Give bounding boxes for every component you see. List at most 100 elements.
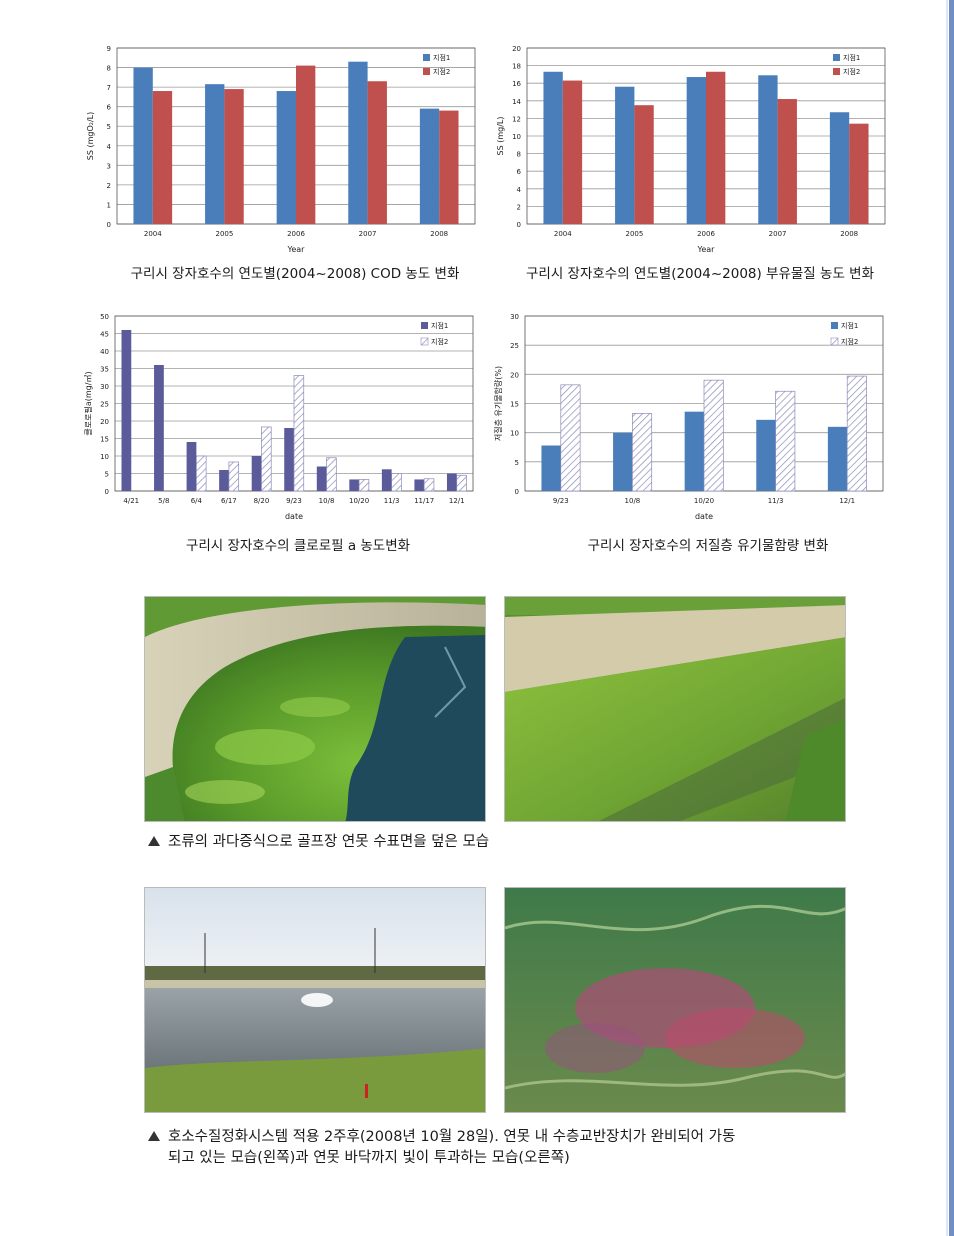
x-tick-label: 2007 [769, 230, 787, 238]
x-tick-label: 12/1 [449, 497, 465, 505]
y-tick-label: 20 [510, 371, 519, 379]
legend-swatch-지점2 [833, 68, 840, 75]
bar-지점2-10/20 [703, 379, 724, 492]
x-tick-label: 11/17 [414, 497, 434, 505]
ss-chart: 0 2 4 6 8 10 12 14 16 18 20 2004 2005 2006 2007 2008 Yea… [496, 45, 886, 254]
y-tick-label: 6 [107, 104, 112, 112]
bar-지점1-6/17 [219, 470, 229, 491]
y-axis-title: SS (mg/L) [496, 117, 505, 156]
x-tick-label: 2008 [840, 230, 858, 238]
bar-지점1-4/21 [121, 330, 132, 491]
y-tick-label: 5 [515, 459, 519, 467]
y-tick-label: 6 [517, 168, 522, 176]
photo-caption-algae-text: 조류의 과다증식으로 골프장 연못 수표면을 덮은 모습 [168, 834, 490, 850]
bar-지점2-2008 [849, 123, 869, 224]
legend-swatch-지점1 [833, 54, 840, 61]
legend-swatch-지점1 [421, 322, 428, 329]
y-tick-label: 40 [100, 348, 109, 356]
y-axis-title: 저질층 유기물함량(%) [493, 366, 503, 441]
y-tick-label: 5 [105, 471, 109, 479]
y-tick-label: 4 [517, 186, 522, 194]
bar-지점2-6/17 [228, 461, 240, 492]
bar-지점2-2006 [706, 71, 726, 224]
bar-지점2-2004 [152, 91, 173, 224]
bar-지점2-11/17 [423, 478, 435, 492]
y-tick-label: 0 [517, 221, 521, 229]
bar-지점2-12/1 [456, 474, 467, 492]
y-tick-label: 20 [512, 45, 521, 53]
bar-지점1-10/20 [684, 411, 704, 491]
y-tick-label: 25 [510, 342, 519, 350]
y-tick-label: 30 [510, 313, 519, 321]
bar-지점2-9/23 [560, 384, 581, 492]
bar-지점2-10/20 [358, 479, 370, 492]
photo-caption-algae: 조류의 과다증식으로 골프장 연못 수표면을 덮은 모습 [148, 832, 489, 853]
bar-지점2-2007 [367, 81, 387, 224]
photo-caption-aerator-line1: 호소수질정화시스템 적용 2주후(2008년 10월 28일). 연못 내 수층… [168, 1129, 736, 1145]
photo-caption-aerator: 호소수질정화시스템 적용 2주후(2008년 10월 28일). 연못 내 수층… [148, 1127, 735, 1169]
bar-지점1-11/3 [756, 419, 776, 491]
photo-light-penetration-right [504, 887, 846, 1113]
y-tick-label: 50 [100, 313, 109, 321]
x-axis-title: date [695, 512, 713, 521]
y-tick-label: 15 [100, 436, 109, 444]
sediment-chart-caption: 구리시 장자호수의 저질층 유기물함량 변화 [587, 538, 829, 554]
y-tick-label: 8 [107, 65, 111, 73]
aerator-pond-left-image [145, 888, 485, 1112]
x-tick-label: 6/4 [191, 497, 203, 505]
x-tick-label: 9/23 [553, 497, 569, 505]
photo-aerator-pond-left [144, 887, 486, 1113]
y-tick-label: 15 [510, 401, 519, 409]
bar-지점1-10/20 [349, 479, 360, 491]
algae-pond-left-image [145, 597, 485, 821]
pond-bottom-image [505, 888, 845, 1112]
x-tick-label: 10/8 [319, 497, 335, 505]
bar-지점2-2005 [634, 105, 654, 224]
bar-지점2-8/20 [261, 426, 272, 492]
y-axis-title: SS (mgO₂/L) [86, 112, 95, 160]
y-tick-label: 7 [107, 84, 111, 92]
sediment-organic-chart: 0 5 10 15 20 25 30 9/23 10/8 10/20 11/3 12/1 date 저질층… [493, 313, 884, 521]
caption-bullet-icon [148, 1131, 160, 1141]
y-tick-label: 3 [107, 162, 111, 170]
cod-chart: 0 1 2 3 4 5 6 7 8 9 2004 2005 2006 2007 2008 Year SS (mg… [86, 45, 476, 254]
x-tick-label: 2004 [144, 230, 162, 238]
bar-지점1-2007 [758, 75, 778, 224]
y-tick-label: 2 [107, 182, 111, 190]
y-tick-label: 0 [515, 488, 519, 496]
legend-label-지점2: 지점2 [431, 337, 448, 346]
caption-bullet-icon [148, 836, 160, 846]
bar-지점1-2005 [615, 86, 635, 224]
y-tick-label: 25 [100, 401, 109, 409]
bar-지점2-10/8 [632, 413, 653, 492]
y-tick-label: 30 [100, 383, 109, 391]
legend-label-지점1: 지점1 [841, 321, 858, 330]
y-tick-label: 14 [512, 98, 521, 106]
y-tick-label: 9 [107, 45, 111, 53]
bar-지점2-2004 [562, 80, 583, 224]
bar-지점1-10/8 [613, 432, 633, 491]
legend-label-지점2: 지점2 [843, 67, 860, 76]
legend-swatch-지점2 [423, 68, 430, 75]
y-axis-title: 클로로필a(mg/㎥) [83, 371, 93, 435]
x-tick-label: 5/8 [158, 497, 169, 505]
bar-지점2-2006 [296, 65, 316, 224]
bar-지점2-6/4 [196, 455, 207, 492]
y-tick-label: 18 [512, 63, 521, 71]
bar-지점1-2006 [276, 91, 296, 224]
y-tick-label: 45 [100, 331, 109, 339]
legend-label-지점2: 지점2 [433, 67, 450, 76]
bar-지점1-8/20 [251, 456, 262, 491]
bar-지점1-10/8 [316, 466, 327, 491]
photo-algae-pond-right [504, 596, 846, 822]
bar-지점2-9/23 [293, 375, 305, 492]
y-tick-label: 35 [100, 366, 109, 374]
y-tick-label: 10 [510, 430, 519, 438]
x-tick-label: 10/20 [349, 497, 369, 505]
y-tick-label: 16 [512, 80, 521, 88]
bar-지점1-2007 [348, 61, 368, 224]
bar-지점2-12/1 [846, 375, 867, 492]
page-edge-rule [949, 0, 954, 1236]
y-tick-label: 0 [107, 221, 111, 229]
bar-지점2-2008 [439, 110, 459, 224]
